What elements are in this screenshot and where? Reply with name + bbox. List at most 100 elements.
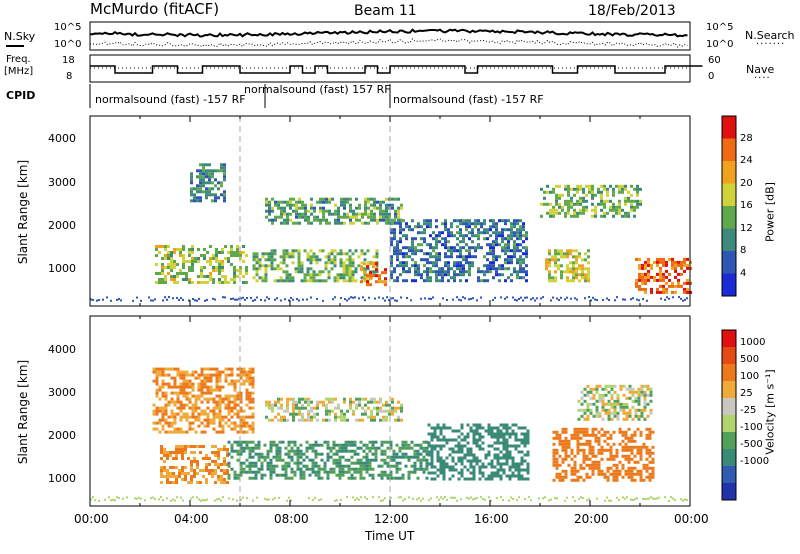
power-patch-8 (190, 163, 226, 203)
data-marks (89, 28, 703, 506)
cpid-segment-3: normalsound (fast) -157 RF (393, 93, 544, 106)
power-colorbar (721, 115, 737, 297)
nsearch-legend-dots: ······· (756, 39, 786, 50)
velocity-colorbar-tick-0: 1000 (740, 337, 766, 348)
freq-panel-frame (89, 54, 691, 83)
velocity-ytick-1000: 1000 (48, 472, 76, 485)
velocity-colorbar-tick-5: -100 (740, 422, 763, 433)
freq-tick-top: 18 (62, 55, 75, 66)
power-patch-1 (252, 249, 379, 283)
station-title: McMurdo (fitACF) (90, 0, 220, 18)
velocity-patch-4 (265, 397, 403, 422)
velocity-colorbar-swatch-8 (722, 347, 736, 364)
power-colorbar-swatch-6 (722, 138, 736, 161)
velocity-colorbar-tick-1: 500 (740, 354, 760, 365)
velocity-colorbar (721, 329, 737, 501)
velocity-patch-1 (227, 440, 429, 480)
power-colorbar-swatch-0 (722, 273, 736, 296)
power-patch-4 (545, 249, 590, 283)
velocity-ytick-2000: 2000 (48, 429, 76, 442)
cpid-segment-2: normalsound (fast) 157 RF (244, 83, 391, 96)
date-title: 18/Feb/2013 (588, 3, 676, 19)
velocity-patch-2 (427, 423, 530, 481)
velocity-patch-5 (577, 384, 653, 421)
velocity-patch-6 (152, 367, 255, 434)
xtick-4: 04:00 (174, 512, 209, 526)
power-ytick-4000: 4000 (48, 132, 76, 145)
power-colorbar-swatch-7 (722, 116, 736, 139)
velocity-colorbar-tick-4: -25 (740, 405, 757, 416)
nsearch-tick-top: 10^5 (706, 22, 734, 33)
nsearch-tick-bottom: 10^0 (706, 39, 734, 50)
nsearch-series (89, 38, 688, 48)
nsky-label: N.Sky (4, 30, 36, 43)
velocity-patch-0 (160, 445, 229, 484)
power-colorbar-swatch-4 (722, 183, 736, 206)
xtick-20: 20:00 (574, 512, 609, 526)
xtick-8: 08:00 (274, 512, 309, 526)
velocity-colorbar-label: Velocity [m s⁻¹] (763, 369, 777, 455)
velocity-colorbar-swatch-3 (722, 432, 736, 449)
velocity-colorbar-tick-3: 25 (740, 388, 753, 399)
velocity-colorbar-swatch-2 (722, 449, 736, 466)
power-patch-7 (540, 184, 642, 218)
power-colorbar-swatch-1 (722, 251, 736, 274)
velocity-colorbar-tick-6: -500 (740, 439, 763, 450)
nave-tick-top: 60 (708, 55, 721, 66)
nsky-panel-frame (89, 21, 691, 51)
xtick-16: 16:00 (474, 512, 509, 526)
nave-tick-bottom: 0 (708, 71, 715, 82)
power-colorbar-tick-0: 4 (740, 267, 747, 279)
cpid-label: CPID (6, 89, 36, 102)
beam-title: Beam 11 (354, 3, 417, 19)
power-patch-6 (265, 197, 403, 225)
velocity-colorbar-tick-2: 100 (740, 371, 760, 382)
power-ytick-2000: 2000 (48, 219, 76, 232)
power-colorbar-tick-1: 8 (740, 245, 747, 256)
power-ytick-1000: 1000 (48, 262, 76, 275)
freq-label: Freq. (6, 54, 31, 65)
power-colorbar-swatch-5 (722, 161, 736, 184)
axis-ticks (89, 116, 691, 506)
velocity-ytick-3000: 3000 (48, 386, 76, 399)
velocity-colorbar-swatch-4 (722, 415, 736, 432)
nsky-legend-line (6, 45, 24, 47)
velocity-colorbar-tick-7: -1000 (740, 456, 770, 467)
power-colorbar-tick-5: 24 (740, 155, 753, 166)
freq-unit-label: [MHz] (4, 66, 34, 77)
xtick-24: 00:00 (674, 512, 709, 526)
freq-tick-bottom: 8 (66, 71, 73, 82)
nsky-tick-bottom: 10^0 (54, 39, 82, 50)
power-ylabel: Slant Range [km] (16, 159, 30, 265)
power-patch-5 (635, 257, 692, 294)
xtick-0: 00:00 (74, 512, 109, 526)
power-colorbar-swatch-2 (722, 228, 736, 251)
velocity-colorbar-swatch-1 (722, 466, 736, 483)
xtick-12: 12:00 (374, 512, 409, 526)
cpid-segment-1: normalsound (fast) -157 RF (95, 93, 246, 106)
power-colorbar-swatch-3 (722, 206, 736, 229)
velocity-patch-3 (552, 427, 655, 482)
velocity-colorbar-swatch-5 (722, 398, 736, 415)
velocity-colorbar-swatch-0 (722, 483, 736, 500)
power-patch-0 (155, 245, 248, 284)
power-colorbar-label: Power [dB] (763, 182, 777, 242)
power-colorbar-tick-4: 20 (740, 177, 753, 189)
power-ground-scatter (90, 296, 688, 302)
velocity-colorbar-swatch-6 (722, 381, 736, 398)
nsky-series (90, 28, 688, 38)
xlabel: Time UT (365, 529, 415, 543)
velocity-ytick-4000: 4000 (48, 343, 76, 356)
power-colorbar-tick-3: 16 (740, 200, 753, 211)
velocity-colorbar-swatch-9 (722, 330, 736, 347)
velocity-ylabel: Slant Range [km] (16, 359, 30, 465)
freq-series (90, 65, 703, 74)
velocity-ground-scatter (90, 496, 688, 502)
power-patch-2 (360, 262, 387, 287)
nave-legend-dots: ···· (754, 73, 771, 84)
power-colorbar-tick-2: 12 (740, 222, 753, 234)
nsearch-label: N.Search (745, 29, 795, 42)
velocity-colorbar-swatch-7 (722, 364, 736, 381)
nsky-tick-top: 10^5 (54, 22, 82, 33)
